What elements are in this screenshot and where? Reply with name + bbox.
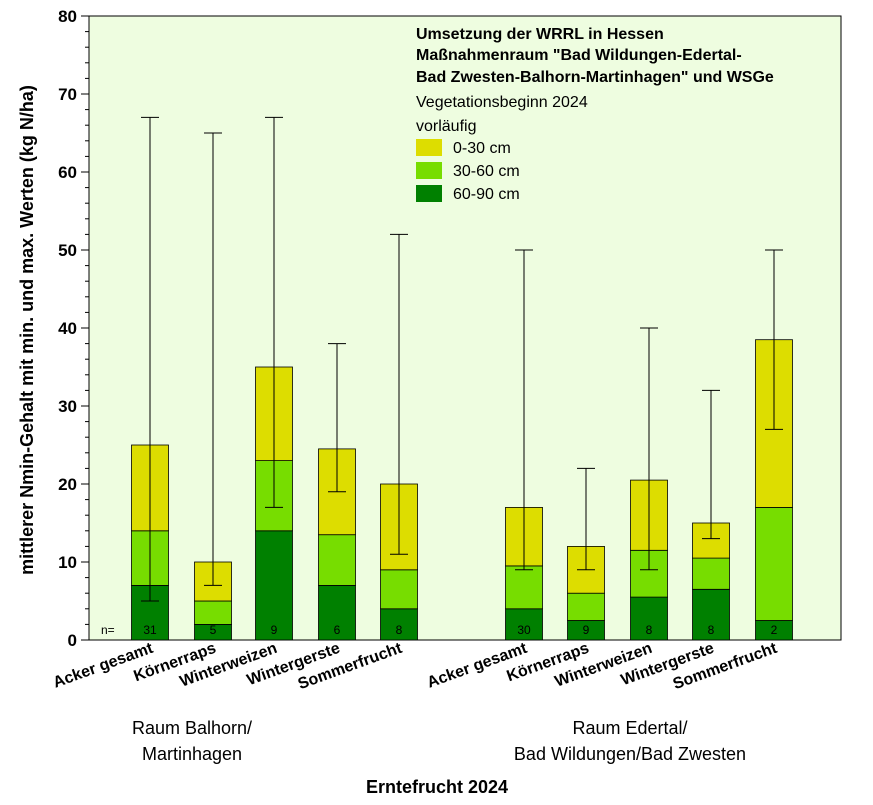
- n-count-7: 9: [583, 623, 590, 637]
- title-line-2: Maßnahmenraum "Bad Wildungen-Edertal-: [416, 47, 742, 64]
- y-tick-label: 10: [58, 553, 77, 572]
- n-count-8: 8: [646, 623, 653, 637]
- bar-segment-9-60-90cm: [692, 588, 730, 641]
- n-labels-layer: 31 5 9 6 8 30 9 8 8 2: [143, 623, 777, 637]
- group-label-2-line-2: Bad Wildungen/Bad Zwesten: [514, 744, 746, 764]
- bar-segment-7-30-60cm: [567, 592, 605, 621]
- n-count-5: 8: [396, 623, 403, 637]
- bar-segment-6-60-90cm: [505, 608, 543, 641]
- bar-segment-6-30-60cm: [505, 565, 543, 610]
- legend-swatch-0-30: [416, 139, 442, 156]
- y-axis-title: mittlerer Nmin-Gehalt mit min. und max. …: [17, 85, 37, 575]
- bar-segment-2-30-60cm: [194, 600, 232, 625]
- bar-segment-4-60-90cm: [318, 585, 356, 641]
- n-count-10: 2: [771, 623, 778, 637]
- y-tick-label: 20: [58, 475, 77, 494]
- y-tick-label: 60: [58, 163, 77, 182]
- y-tick-label: 30: [58, 397, 77, 416]
- n-prefix: n=: [101, 623, 115, 637]
- group-label-1-line-2: Martinhagen: [142, 744, 242, 764]
- bar-segment-8-60-90cm: [630, 596, 668, 641]
- group-label-2-line-1: Raum Edertal/: [572, 718, 687, 738]
- title-line-3: Bad Zwesten-Balhorn-Martinhagen" und WSG…: [416, 69, 774, 86]
- n-count-3: 9: [271, 623, 278, 637]
- n-count-9: 8: [708, 623, 715, 637]
- bar-segment-9-30-60cm: [692, 557, 730, 590]
- x-axis-labels: Acker gesamtKörnerrapsWinterweizenWinter…: [51, 640, 780, 694]
- legend-swatch-30-60: [416, 162, 442, 179]
- y-axis: 0 10 20 30 40 50 60 70 80: [58, 7, 89, 650]
- n-count-4: 6: [334, 623, 341, 637]
- legend-label-30-60: 30-60 cm: [453, 163, 520, 180]
- legend: 0-30 cm 30-60 cm 60-90 cm: [416, 139, 520, 203]
- x-axis-title: Erntefrucht 2024: [366, 777, 508, 797]
- legend-label-0-30: 0-30 cm: [453, 140, 511, 157]
- error-bars-layer: [141, 116, 783, 602]
- group-label-1-line-1: Raum Balhorn/: [132, 718, 252, 738]
- n-count-6: 30: [517, 623, 531, 637]
- y-tick-label: 80: [58, 7, 77, 26]
- n-count-1: 31: [143, 623, 157, 637]
- subtitle-line-2: vorläufig: [416, 118, 476, 135]
- group-labels: Raum Balhorn/ Martinhagen Raum Edertal/ …: [132, 718, 746, 764]
- bar-segment-5-30-60cm: [380, 569, 418, 610]
- y-tick-label: 50: [58, 241, 77, 260]
- y-tick-label: 0: [68, 631, 77, 650]
- y-tick-label: 40: [58, 319, 77, 338]
- y-tick-label: 70: [58, 85, 77, 104]
- legend-label-60-90: 60-90 cm: [453, 186, 520, 203]
- n-count-2: 5: [210, 623, 217, 637]
- bar-segment-3-60-90cm: [255, 530, 293, 641]
- bar-segment-4-30-60cm: [318, 534, 356, 586]
- chart-title: Umsetzung der WRRL in Hessen Maßnahmenra…: [416, 26, 774, 135]
- bar-segment-10-30-60cm: [755, 506, 793, 621]
- legend-swatch-60-90: [416, 185, 442, 202]
- title-line-1: Umsetzung der WRRL in Hessen: [416, 26, 664, 43]
- subtitle-line-1: Vegetationsbeginn 2024: [416, 94, 588, 111]
